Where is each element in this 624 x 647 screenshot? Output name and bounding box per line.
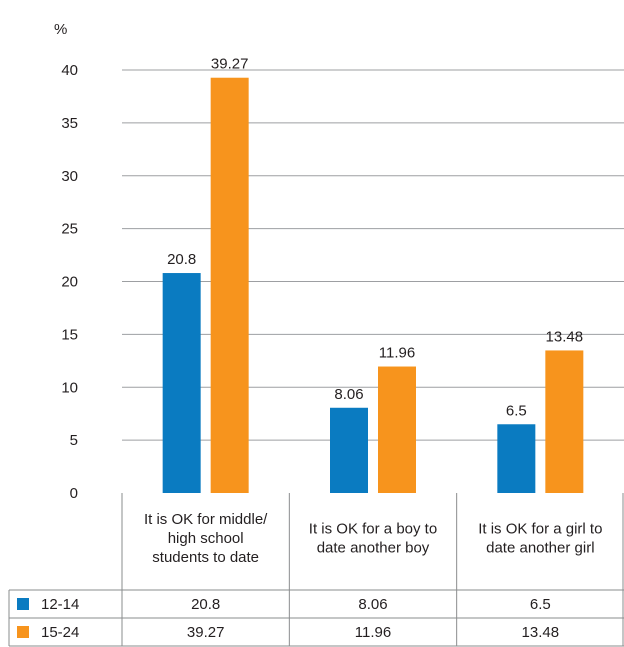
category-label: students to date (152, 549, 259, 566)
series-name-label: 12-14 (41, 596, 79, 613)
bar-value-label: 20.8 (167, 251, 196, 268)
y-tick-label: 10 (61, 379, 78, 396)
bar-12-14 (162, 273, 201, 493)
table-cell: 13.48 (522, 624, 560, 641)
bar-value-label: 11.96 (379, 345, 415, 362)
y-tick-label: 35 (61, 115, 78, 132)
gridlines (122, 69, 624, 441)
legend-swatch-15-24 (17, 626, 29, 638)
table-cell: 8.06 (358, 596, 387, 613)
category-label: It is OK for a boy to (309, 521, 437, 538)
y-axis-ticks: 0 5 10 15 20 25 30 35 40 (61, 62, 78, 502)
category-label: date another girl (486, 540, 594, 557)
y-tick-label: 30 (61, 168, 78, 185)
y-tick-label: 15 (61, 326, 78, 343)
category-label: It is OK for middle/ (144, 511, 268, 528)
table-cell: 20.8 (191, 596, 220, 613)
table-cell: 11.96 (355, 624, 391, 641)
bar-15-24 (545, 350, 584, 493)
category-label: It is OK for a girl to (478, 521, 602, 538)
data-table: It is OK for middle/high school students … (8, 493, 624, 647)
category-label: date another boy (317, 540, 430, 557)
bar-12-14 (497, 424, 536, 493)
y-axis-unit-label: % (54, 21, 67, 38)
bar-12-14 (330, 407, 368, 493)
y-tick-label: 40 (61, 62, 78, 79)
table-cell: 6.5 (530, 596, 551, 613)
y-tick-label: 25 (61, 221, 78, 238)
series-name-label: 15-24 (41, 624, 79, 641)
y-tick-label: 20 (61, 274, 78, 291)
legend-swatch-12-14 (17, 598, 29, 610)
value-labels: 20.8 39.27 8.06 11.96 6.5 13.48 (167, 56, 583, 420)
bars (162, 77, 584, 493)
y-tick-label: 5 (70, 432, 78, 449)
category-label: high school (168, 530, 244, 547)
bar-value-label: 13.48 (546, 328, 584, 345)
bar-value-label: 6.5 (506, 402, 527, 419)
bar-15-24 (210, 77, 249, 493)
y-tick-label: 0 (70, 485, 78, 502)
bar-15-24 (378, 366, 416, 493)
bar-value-label: 39.27 (211, 56, 249, 73)
table-cell: 39.27 (187, 624, 225, 641)
bar-value-label: 8.06 (334, 386, 363, 403)
